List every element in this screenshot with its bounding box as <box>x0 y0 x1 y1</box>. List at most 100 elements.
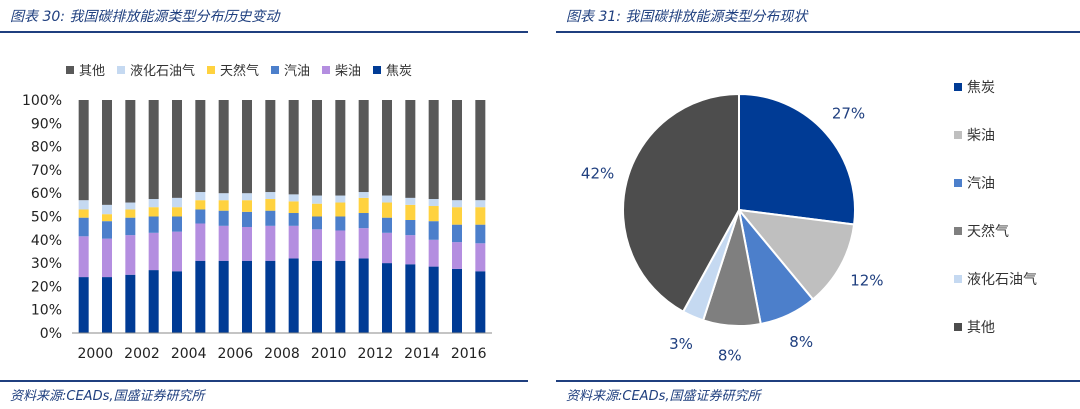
legend-swatch <box>954 131 962 139</box>
bar-segment <box>102 277 112 333</box>
y-tick-label: 90% <box>31 116 62 132</box>
right-panel: 图表 31: 我国碳排放能源类型分布现状 27% 12% 8% 8% 3% 42% 焦炭 柴油… <box>556 0 1080 409</box>
y-tick-label: 0% <box>40 326 62 342</box>
bar-segment <box>312 216 322 230</box>
bar-segment <box>218 260 229 333</box>
bar-segment <box>312 260 322 333</box>
y-tick-label: 30% <box>31 256 62 272</box>
right-chart-title: 图表 31: 我国碳排放能源类型分布现状 <box>566 9 808 25</box>
bar-segment <box>242 193 252 201</box>
bar-segment <box>428 266 439 333</box>
bar-segment <box>218 193 229 201</box>
bar-segment <box>335 202 346 217</box>
x-tick-label: 2000 <box>78 346 114 362</box>
bar-segment <box>452 207 462 225</box>
bar-segment <box>312 203 322 217</box>
bar-segment <box>265 210 276 226</box>
pie-data-label: 27% <box>832 104 865 122</box>
bar-segment <box>242 226 252 261</box>
left-source-note: 资料来源:CEADs,国盛证券研究所 <box>10 389 205 404</box>
bar-segment <box>288 225 299 259</box>
legend-swatch <box>954 179 962 187</box>
bar-segment <box>475 243 486 272</box>
bar-segment <box>102 214 112 222</box>
bar-segment <box>218 210 229 226</box>
legend-label: 柴油 <box>335 64 361 79</box>
y-tick-label: 80% <box>31 140 62 156</box>
legend-swatch <box>373 66 381 74</box>
bar-segment <box>452 224 462 243</box>
bar-segment <box>265 199 276 211</box>
legend-label: 汽油 <box>284 64 310 79</box>
bar-segment <box>312 229 322 261</box>
bar-segment <box>405 235 416 265</box>
bar-segment <box>358 100 369 193</box>
bar-segment <box>405 197 416 205</box>
bar-segment <box>358 228 369 259</box>
y-tick-label: 60% <box>31 186 62 202</box>
y-tick-label: 40% <box>31 233 62 249</box>
bar-segment <box>335 260 346 333</box>
bar-segment <box>288 194 299 202</box>
bar-segment <box>405 100 416 198</box>
bar-segment <box>102 221 112 239</box>
bar-segment <box>125 100 136 203</box>
bar-segment <box>335 230 346 261</box>
bar-segment <box>172 231 182 272</box>
bar-segment <box>242 200 252 212</box>
bar-segment <box>125 274 136 333</box>
legend-label: 液化石油气 <box>967 272 1037 288</box>
bar-segment <box>172 100 182 198</box>
x-tick-label: 2008 <box>264 346 300 362</box>
legend-label: 液化石油气 <box>130 63 195 79</box>
bar-segment <box>78 200 89 210</box>
right-source-note: 资料来源:CEADs,国盛证券研究所 <box>566 389 761 404</box>
bar-segment <box>428 206 439 222</box>
x-tick-label: 2004 <box>171 346 207 362</box>
bar-segment <box>428 199 439 207</box>
bar-segment <box>125 217 136 236</box>
legend-label: 焦炭 <box>386 64 412 79</box>
bar-segment <box>195 100 206 193</box>
bar-segment <box>475 224 486 244</box>
bar-segment <box>195 223 206 261</box>
legend-swatch <box>954 227 962 235</box>
y-tick-label: 100% <box>22 93 62 109</box>
bar-segment <box>265 100 276 193</box>
y-tick-label: 10% <box>31 303 62 319</box>
bar-segment <box>218 225 229 261</box>
bar-segment <box>405 219 416 236</box>
bar-segment <box>452 200 462 208</box>
bar-segment <box>288 100 299 195</box>
bar-segment <box>218 100 229 194</box>
bar-segment <box>148 270 159 333</box>
bar-segment <box>405 204 416 220</box>
right-bottom-rule <box>556 380 1080 382</box>
bar-segment <box>475 100 486 201</box>
legend-label: 汽油 <box>967 176 995 192</box>
left-bottom-rule <box>0 380 528 382</box>
bar-segment <box>288 213 299 226</box>
bar-segment <box>265 260 276 333</box>
legend-label: 天然气 <box>967 223 1009 240</box>
bar-segment <box>312 100 322 196</box>
legend-label: 柴油 <box>967 128 995 144</box>
bar-segment <box>125 202 136 210</box>
bar-segment <box>172 207 182 217</box>
bar-segment <box>382 217 392 233</box>
x-tick-label: 2012 <box>358 346 394 362</box>
bar-segment <box>242 211 252 227</box>
bar-segment <box>428 221 439 240</box>
bar-segment <box>148 207 159 217</box>
pie-data-label: 8% <box>718 347 742 365</box>
x-tick-label: 2002 <box>124 346 160 362</box>
right-top-rule <box>556 31 1080 33</box>
bar-segment <box>125 209 136 218</box>
legend-swatch <box>954 83 962 91</box>
bar-segment <box>148 216 159 233</box>
bar-segment <box>195 192 206 201</box>
bar-segment <box>428 239 439 267</box>
bar-segment <box>78 100 89 201</box>
legend-swatch <box>207 66 215 74</box>
